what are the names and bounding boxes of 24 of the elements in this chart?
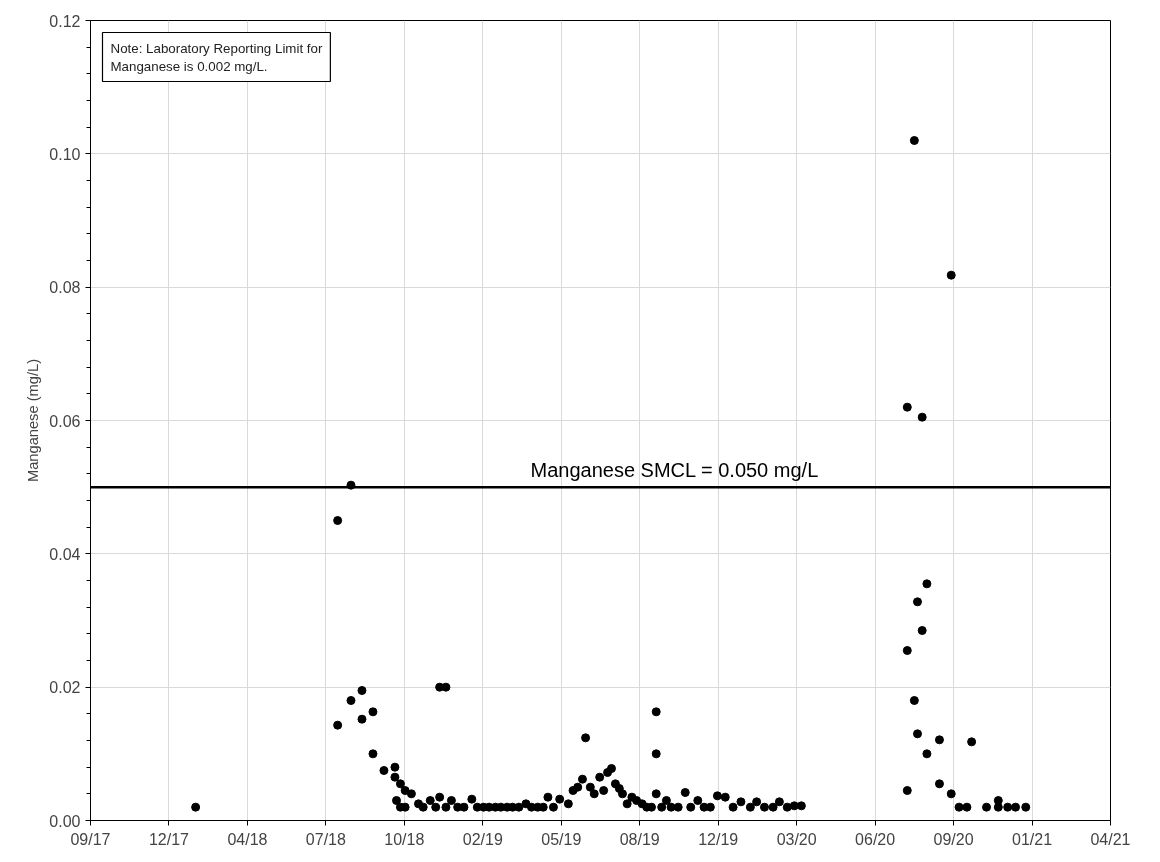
- y-tick-label: 0.00: [49, 812, 81, 830]
- x-tick-label: 03/20: [776, 830, 817, 848]
- x-tick-label: 04/21: [1090, 830, 1131, 848]
- y-tick-label: 0.06: [49, 412, 81, 430]
- x-tick-label: 01/21: [1012, 830, 1053, 848]
- x-tick-label: 09/20: [933, 830, 974, 848]
- y-tick-label: 0.08: [49, 279, 81, 297]
- y-tick-label: 0.10: [49, 145, 81, 163]
- x-tick-label: 10/18: [384, 830, 425, 848]
- y-tick-label: 0.12: [49, 12, 81, 30]
- x-tick-label: 07/18: [305, 830, 347, 848]
- x-tick-label: 09/17: [70, 830, 111, 848]
- x-tick-label: 04/18: [227, 830, 268, 848]
- y-axis-title: Manganese (mg/L): [25, 358, 42, 483]
- y-tick-label: 0.02: [49, 679, 81, 697]
- ref-line-label: Manganese SMCL = 0.050 mg/L: [530, 459, 819, 482]
- x-tick-label: 12/17: [148, 830, 190, 848]
- x-tick-label: 08/19: [619, 830, 660, 848]
- y-tick-label: 0.04: [49, 545, 81, 563]
- x-tick-label: 02/19: [462, 830, 503, 848]
- annotation: Note: Laboratory Reporting Limit for Manganese is 0.002 mg/L.: [110, 40, 323, 74]
- x-tick-label: 05/19: [541, 830, 582, 848]
- x-tick-label: 06/20: [855, 830, 896, 848]
- x-tick-label: 12/19: [698, 830, 739, 848]
